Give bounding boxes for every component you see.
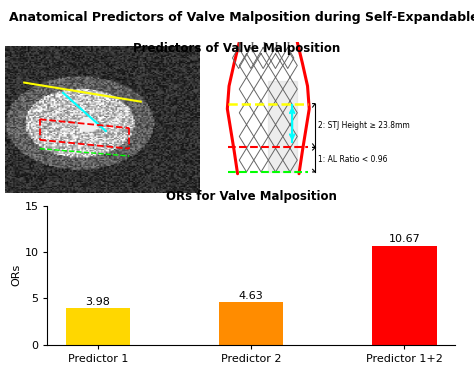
Text: 10.67: 10.67 — [389, 235, 420, 244]
Polygon shape — [268, 81, 297, 172]
Bar — [372, 246, 437, 345]
Text: 2: STJ Height ≥ 23.8mm: 2: STJ Height ≥ 23.8mm — [318, 121, 410, 130]
Title: ORs for Valve Malposition: ORs for Valve Malposition — [166, 190, 337, 203]
Text: Anatomical Predictors of Valve Malposition during Self-Expandable TAVR: Anatomical Predictors of Valve Malpositi… — [9, 11, 474, 24]
Text: 3.98: 3.98 — [86, 297, 110, 306]
Bar — [219, 302, 283, 345]
Text: 1: AL Ratio < 0.96: 1: AL Ratio < 0.96 — [318, 155, 387, 164]
Bar — [66, 308, 130, 345]
Text: 4.63: 4.63 — [239, 291, 264, 301]
Text: Predictors of Valve Malposition: Predictors of Valve Malposition — [133, 42, 341, 55]
Y-axis label: ORs: ORs — [11, 264, 22, 286]
